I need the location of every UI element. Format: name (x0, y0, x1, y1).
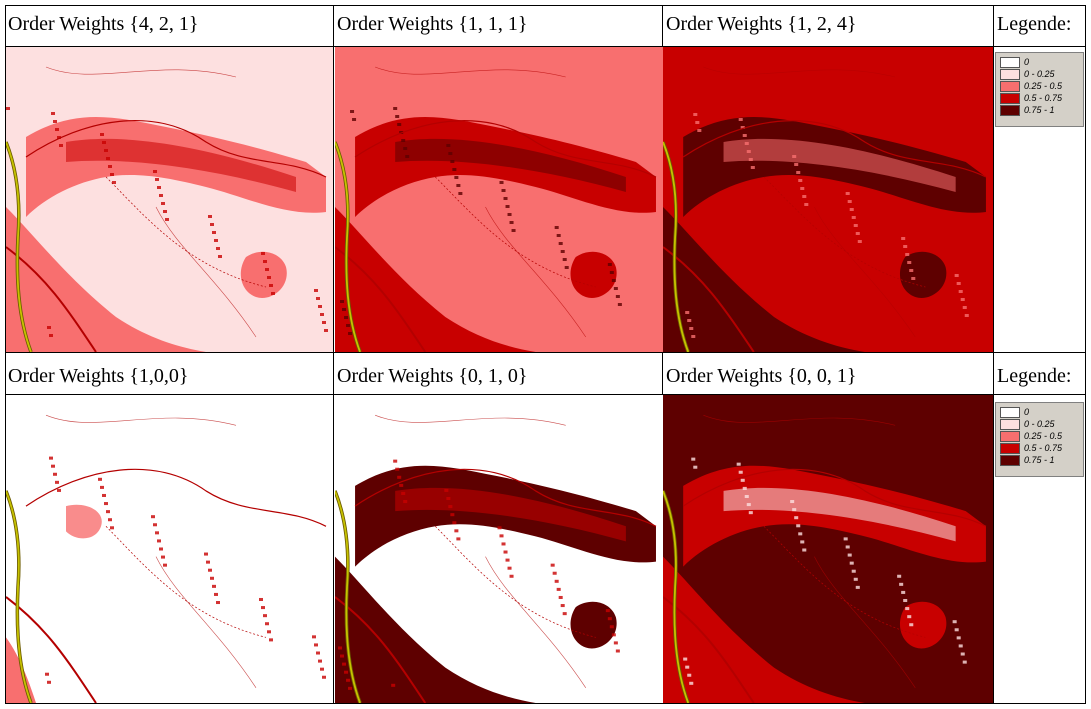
map-canvas (663, 395, 993, 703)
map-canvas (335, 47, 663, 352)
map-canvas (6, 47, 333, 352)
legend-swatch (1000, 69, 1020, 80)
map-panel (6, 395, 333, 703)
table-border (5, 703, 1086, 704)
legend-label: 0.25 - 0.5 (1024, 81, 1063, 91)
panel-title: Order Weights {1, 2, 4} (666, 13, 857, 35)
legend-label: 0.5 - 0.75 (1024, 93, 1063, 103)
legend-swatch (1000, 81, 1020, 92)
legend-swatch (1000, 57, 1020, 68)
map-panel (335, 47, 663, 352)
table-border (993, 5, 994, 704)
panel-title: Order Weights {1,0,0} (8, 365, 189, 387)
table-border (5, 5, 1086, 6)
legend-label: 0 (1024, 407, 1030, 417)
legend-header: Legende: (997, 365, 1072, 387)
legend-header: Legende: (997, 13, 1072, 35)
legend-swatch (1000, 105, 1020, 116)
legend-label: 0.75 - 1 (1024, 455, 1055, 465)
legend-swatch (1000, 431, 1020, 442)
legend-swatch (1000, 455, 1020, 466)
table-border (662, 5, 663, 704)
legend-swatch (1000, 443, 1020, 454)
legend-swatch (1000, 419, 1020, 430)
table-border (5, 352, 1086, 353)
panel-title: Order Weights {1, 1, 1} (337, 13, 528, 35)
map-panel (6, 47, 333, 352)
legend-box: 0 0 - 0.25 0.25 - 0.5 0.5 - 0.75 0.75 - 1 (995, 402, 1084, 477)
table-border (5, 46, 1086, 47)
legend-label: 0 - 0.25 (1024, 419, 1055, 429)
map-panel (335, 395, 663, 703)
legend-label: 0.75 - 1 (1024, 105, 1055, 115)
legend-swatch (1000, 93, 1020, 104)
map-panel (663, 395, 993, 703)
map-canvas (6, 395, 333, 703)
table-border (5, 5, 6, 704)
legend-swatch (1000, 407, 1020, 418)
panel-title: Order Weights {0, 0, 1} (666, 365, 857, 387)
legend-box: 0 0 - 0.25 0.25 - 0.5 0.5 - 0.75 0.75 - 1 (995, 52, 1084, 127)
panel-title: Order Weights {0, 1, 0} (337, 365, 528, 387)
map-canvas (335, 395, 663, 703)
table-border (1085, 5, 1086, 704)
map-panel (663, 47, 993, 352)
legend-label: 0 - 0.25 (1024, 69, 1055, 79)
map-canvas (663, 47, 993, 352)
table-border (333, 5, 334, 704)
legend-label: 0 (1024, 57, 1030, 67)
legend-label: 0.5 - 0.75 (1024, 443, 1063, 453)
table-border (5, 394, 1086, 395)
results-table (5, 5, 1086, 704)
panel-title: Order Weights {4, 2, 1} (8, 13, 199, 35)
legend-label: 0.25 - 0.5 (1024, 431, 1063, 441)
